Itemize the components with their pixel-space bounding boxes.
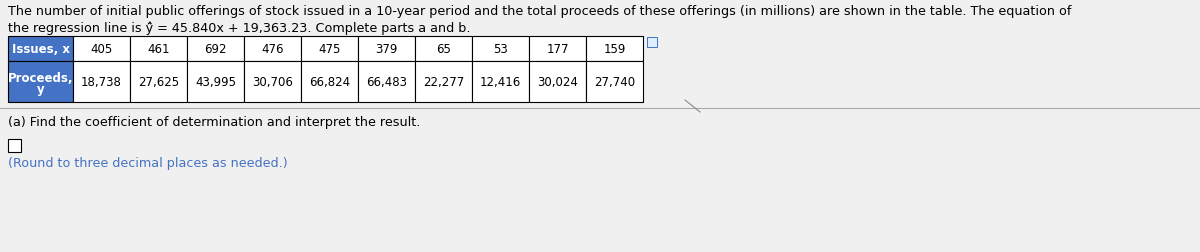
Bar [415,62,472,103]
Text: 27,740: 27,740 [594,76,635,89]
Text: 66,824: 66,824 [308,76,350,89]
Bar [244,62,301,103]
Text: 692: 692 [204,43,227,56]
Text: 30,706: 30,706 [252,76,293,89]
Text: 177: 177 [546,43,569,56]
Bar [472,37,529,62]
Bar [586,37,643,62]
Text: Proceeds,: Proceeds, [7,72,73,85]
Text: 405: 405 [90,43,113,56]
Bar [647,38,658,48]
Bar [73,37,130,62]
Text: (Round to three decimal places as needed.): (Round to three decimal places as needed… [8,156,288,169]
Text: 65: 65 [436,43,451,56]
Text: 30,024: 30,024 [538,76,578,89]
Text: 66,483: 66,483 [366,76,407,89]
Text: 475: 475 [318,43,341,56]
Bar [529,37,586,62]
Text: Issues, x: Issues, x [12,43,70,56]
Bar [8,62,73,103]
Text: 22,277: 22,277 [422,76,464,89]
Bar [529,62,586,103]
Text: y: y [37,83,44,96]
Bar [187,37,244,62]
Bar [130,37,187,62]
Text: the regression line is ŷ̂ = 45.840x + 19,363.23. Complete parts a and b.: the regression line is ŷ̂ = 45.840x + 19… [8,21,470,34]
Bar [472,62,529,103]
Bar [586,62,643,103]
Bar [244,37,301,62]
Text: 27,625: 27,625 [138,76,179,89]
Text: 53: 53 [493,43,508,56]
Bar [301,62,358,103]
Text: The number of initial public offerings of stock issued in a 10-year period and t: The number of initial public offerings o… [8,5,1072,18]
Bar [358,37,415,62]
Text: 18,738: 18,738 [82,76,122,89]
Bar [8,139,22,152]
Bar [73,62,130,103]
Text: 379: 379 [376,43,397,56]
Text: 159: 159 [604,43,625,56]
Text: 43,995: 43,995 [194,76,236,89]
Bar [8,37,73,62]
Text: 476: 476 [262,43,283,56]
Bar [187,62,244,103]
Text: (a) Find the coefficient of determination and interpret the result.: (a) Find the coefficient of determinatio… [8,115,420,129]
Bar [130,62,187,103]
Bar [358,62,415,103]
Bar [415,37,472,62]
Text: 12,416: 12,416 [480,76,521,89]
Bar [301,37,358,62]
Text: 461: 461 [148,43,169,56]
